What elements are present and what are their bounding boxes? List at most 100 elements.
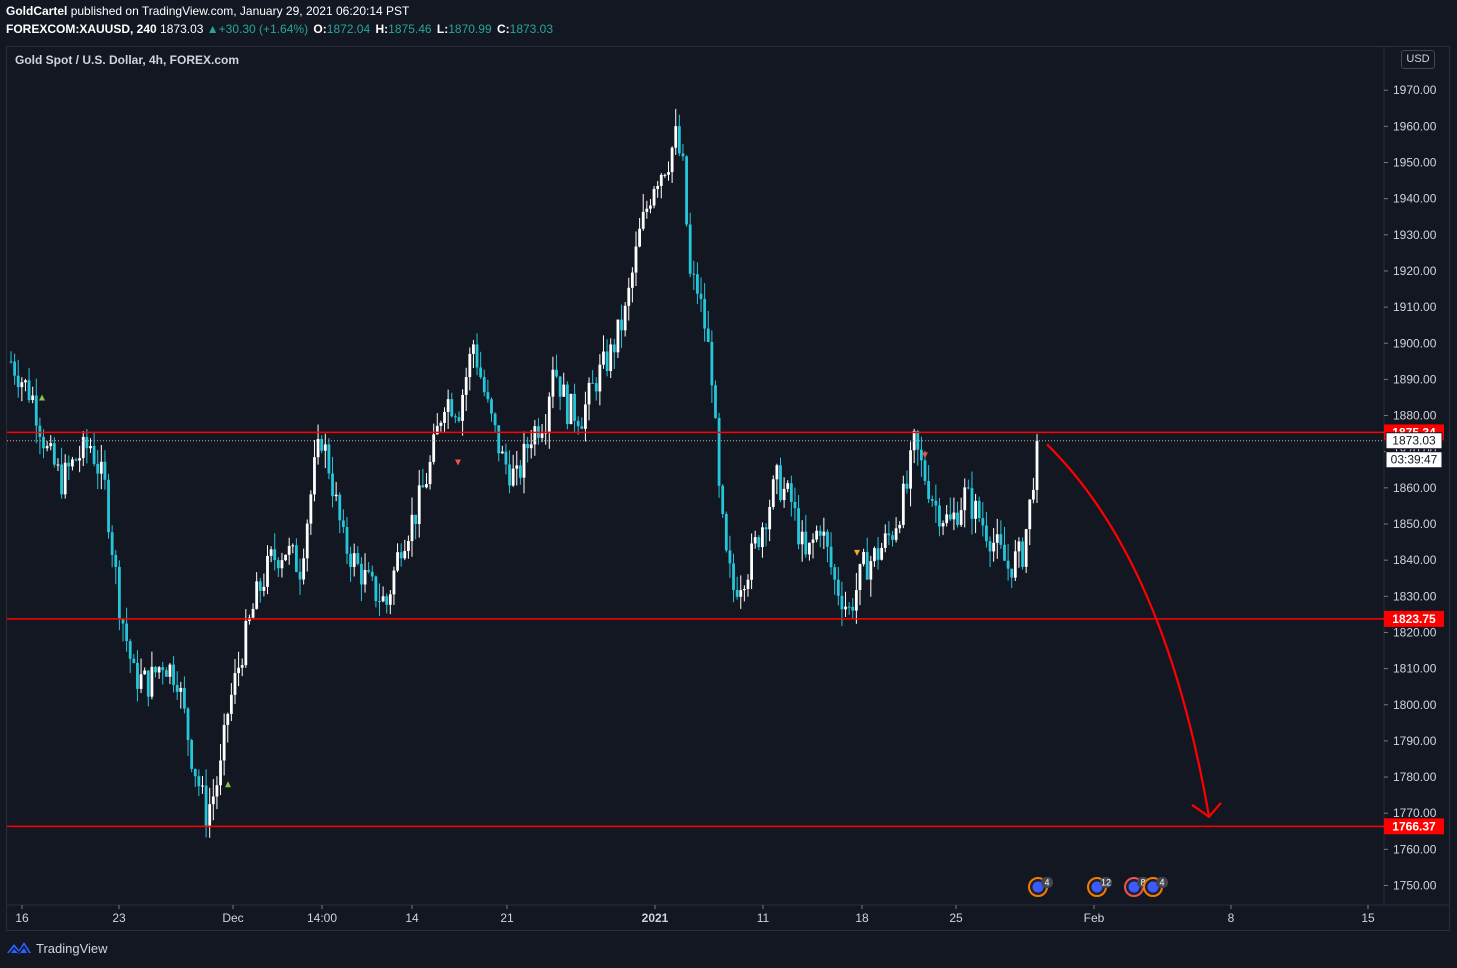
- y-tick-label: 1760.00: [1393, 842, 1437, 856]
- candle-body: [273, 549, 277, 561]
- candle-body: [121, 619, 125, 624]
- candle-body: [341, 520, 345, 528]
- candle-body: [396, 552, 399, 571]
- candle-body: [891, 535, 894, 540]
- candle-body: [164, 670, 168, 677]
- candle-body: [38, 425, 42, 437]
- chart-frame[interactable]: [6, 46, 1450, 931]
- candle-body: [638, 228, 642, 247]
- candle-body: [240, 665, 244, 668]
- candles: [9, 108, 1039, 838]
- candle-body: [594, 383, 598, 392]
- candle-body: [237, 667, 240, 674]
- candle-body: [696, 274, 699, 294]
- last-price-box: [1385, 432, 1443, 450]
- badge-count-bg: [1100, 877, 1112, 888]
- candle-body: [721, 485, 725, 514]
- candle-body: [143, 670, 147, 675]
- candle-body: [313, 457, 316, 495]
- level-price-box: [1384, 610, 1444, 627]
- candle-body: [211, 796, 215, 805]
- candle-body: [540, 433, 544, 438]
- x-tick-label: 11: [757, 911, 770, 925]
- candle-body: [67, 462, 71, 467]
- candle-body: [1024, 529, 1028, 567]
- candle-body: [959, 510, 963, 525]
- signal-up-icon: [39, 394, 45, 401]
- candle-body: [446, 399, 450, 412]
- badge-count: 8: [1140, 878, 1145, 888]
- candle-body: [244, 621, 248, 666]
- candle-body: [110, 532, 114, 555]
- candle-body: [262, 586, 266, 591]
- candle-body: [555, 369, 558, 377]
- candle-body: [284, 554, 287, 561]
- level-price-label: 1823.75: [1392, 612, 1436, 626]
- publish-info: GoldCartel published on TradingView.com,…: [6, 4, 409, 18]
- candle-body: [500, 451, 504, 454]
- candle-body: [836, 579, 840, 596]
- candle-body: [746, 579, 750, 589]
- y-tick-label: 1960.00: [1393, 119, 1437, 133]
- event-badges[interactable]: 4 12 8 4: [1028, 877, 1168, 897]
- y-tick-label: 1810.00: [1393, 662, 1437, 676]
- candle-body: [482, 377, 486, 393]
- candle-body: [667, 172, 670, 175]
- footer: TradingView: [6, 940, 108, 956]
- publish-date: published on TradingView.com, January 29…: [70, 4, 410, 18]
- candle-body: [443, 411, 446, 423]
- candle-body: [880, 547, 884, 560]
- candle-body: [425, 484, 428, 488]
- candle-body: [775, 465, 779, 480]
- candle-body: [24, 380, 27, 383]
- candle-body: [649, 205, 652, 209]
- candle-body: [977, 500, 981, 519]
- candle-body: [786, 483, 790, 489]
- candle-body: [627, 287, 631, 306]
- candle-body: [360, 563, 363, 585]
- candle-body: [450, 399, 454, 417]
- low-value: 1870.99: [448, 22, 492, 36]
- candle-body: [562, 384, 566, 397]
- candle-body: [13, 361, 17, 376]
- currency-button[interactable]: USD: [1401, 50, 1435, 69]
- candle-body: [750, 543, 753, 580]
- time-axis[interactable]: 16 23 Dec 14:00 14 21 2021 11 18 25 Feb 8 15: [15, 905, 1375, 925]
- candle-body: [475, 344, 479, 368]
- candle-body: [840, 595, 844, 610]
- candle-body: [1021, 541, 1024, 567]
- ohlc-legend: FOREXCOM:XAUUSD, 240 1873.03 ▲+30.30 (+1…: [6, 22, 553, 36]
- candle-body: [829, 546, 833, 568]
- candle-body: [815, 530, 819, 540]
- candle-body: [175, 684, 179, 692]
- candle-body: [905, 483, 909, 489]
- candle-body: [103, 461, 107, 480]
- x-tick-label: Dec: [222, 911, 243, 925]
- candle-body: [96, 463, 100, 474]
- candle-body: [533, 426, 537, 445]
- candle-body: [226, 713, 230, 725]
- candle-body: [349, 553, 352, 567]
- candle-body: [276, 560, 280, 569]
- candle-body: [269, 549, 273, 556]
- candle-body: [974, 500, 977, 519]
- candle-body: [1028, 499, 1032, 530]
- candle-body: [417, 485, 421, 524]
- price-axis[interactable]: 1750.00 1760.00 1770.00 1780.00 1790.00 1800.…: [1384, 83, 1437, 893]
- x-tick-label: 8: [1228, 911, 1235, 925]
- candle-body: [320, 438, 324, 451]
- last-price: 1873.03: [160, 22, 204, 36]
- candle-body: [1031, 489, 1035, 500]
- author-name[interactable]: GoldCartel: [6, 4, 68, 18]
- candle-body: [179, 687, 183, 692]
- candle-body: [674, 126, 678, 148]
- candle-body: [201, 785, 204, 787]
- candle-body: [970, 488, 974, 519]
- candle-body: [630, 272, 634, 288]
- candle-body: [287, 545, 291, 555]
- open-label: O:: [313, 22, 327, 36]
- candle-body: [392, 570, 396, 595]
- candle-body: [580, 426, 584, 429]
- candle-body: [988, 541, 992, 552]
